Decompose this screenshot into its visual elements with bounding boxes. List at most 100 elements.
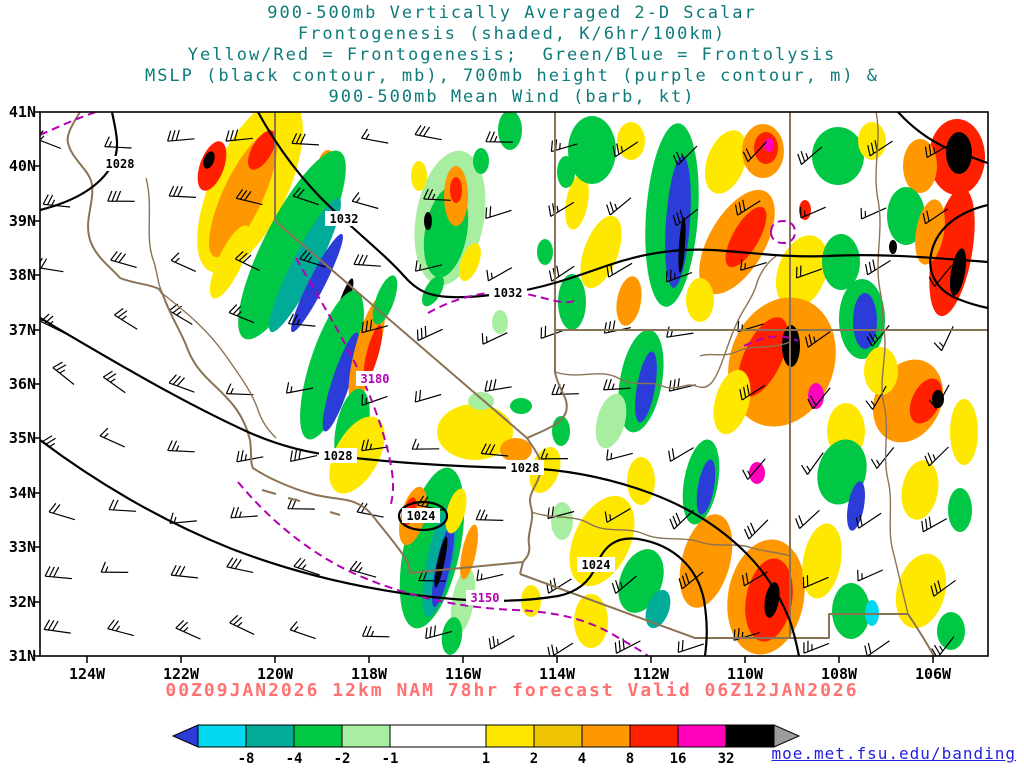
wind-barb xyxy=(540,325,567,339)
height-contour-3180 xyxy=(295,257,395,509)
mslp-contour-1024 xyxy=(40,439,708,656)
colorbar-tick-label: -4 xyxy=(286,751,303,766)
wind-barb xyxy=(666,269,693,283)
wind-barb xyxy=(922,208,949,225)
wind-barb xyxy=(285,382,314,394)
wind-barb xyxy=(289,621,316,640)
title-line-4: MSLP (black contour, mb), 700mb height (… xyxy=(144,66,880,86)
wind-barb xyxy=(921,516,948,533)
wind-barb xyxy=(733,628,760,641)
wind-barb xyxy=(668,378,696,392)
x-tick-label: 124W xyxy=(69,665,106,683)
wind-barb xyxy=(867,140,893,157)
height-contour-3150 xyxy=(237,481,649,656)
wind-barb xyxy=(100,561,129,573)
ca-nv-border xyxy=(274,112,528,439)
title-line-5: 900-500mb Mean Wind (barb, kt) xyxy=(328,87,696,107)
mslp-label-text: 1024 xyxy=(407,509,436,523)
wind-barb xyxy=(668,447,694,462)
wind-barb xyxy=(612,141,639,158)
height-label-text: 3150 xyxy=(471,591,500,605)
wind-barb xyxy=(857,569,884,582)
wind-barb xyxy=(485,131,513,143)
credit-link[interactable]: moe.met.fsu.edu/banding xyxy=(771,744,1016,763)
y-tick-label: 34N xyxy=(9,484,36,502)
wind-barb xyxy=(417,495,445,511)
colorbar-tick-label: -1 xyxy=(382,751,399,766)
wind-barb xyxy=(414,260,442,272)
wind-barb xyxy=(414,389,442,403)
wind-barb xyxy=(864,640,890,656)
wind-barb xyxy=(611,575,637,594)
mslp-label-text: 1028 xyxy=(106,157,135,171)
wind-barb xyxy=(804,331,831,348)
nv-az-river-border xyxy=(526,330,568,439)
wind-barb xyxy=(606,197,632,216)
mslp-closed-low-1024 xyxy=(397,500,449,532)
x-axis-ticks xyxy=(86,656,934,663)
wind-barb xyxy=(108,499,137,512)
wind-barb xyxy=(476,569,504,582)
wind-barb xyxy=(423,188,451,201)
wind-barb xyxy=(411,438,440,450)
mslp-contour-ne xyxy=(897,112,988,165)
mslp-label-text: 1028 xyxy=(324,449,353,463)
wind-barb xyxy=(486,267,513,282)
height-contour-closed xyxy=(769,219,797,245)
mslp-label: 1028 xyxy=(101,156,139,171)
wind-barb xyxy=(361,128,389,144)
y-tick-label: 31N xyxy=(9,647,36,665)
wind-barb xyxy=(40,257,64,273)
wind-barb xyxy=(666,326,694,338)
colorbar-tick-label: -8 xyxy=(238,751,255,766)
wind-barb xyxy=(860,207,887,220)
wind-barb xyxy=(548,201,575,217)
wind-barb xyxy=(40,313,66,334)
wind-barb xyxy=(540,448,569,460)
wind-barb xyxy=(614,638,641,654)
y-tick-label: 33N xyxy=(9,538,36,556)
wind-barb xyxy=(669,509,694,530)
wind-barb xyxy=(807,387,831,410)
wind-barb xyxy=(546,577,572,594)
wind-barb xyxy=(488,635,515,650)
wind-barb xyxy=(734,199,761,216)
wind-barb xyxy=(234,250,260,272)
mexico-border xyxy=(409,561,935,656)
wind-barb xyxy=(236,450,264,463)
mslp-label: 1024 xyxy=(402,508,440,523)
wind-barb xyxy=(480,443,509,457)
wind-barb xyxy=(361,394,388,406)
height-contour-nw xyxy=(40,112,97,136)
wind-barb xyxy=(800,206,826,219)
map-frame xyxy=(39,111,989,657)
wind-barb xyxy=(110,251,137,268)
x-tick-label: 120W xyxy=(257,665,294,683)
title-line-3: Yellow/Red = Frontogenesis; Green/Blue =… xyxy=(187,45,837,65)
y-tick-label: 37N xyxy=(9,321,36,339)
california-coastline xyxy=(66,112,411,574)
mslp-label: 1032 xyxy=(325,211,363,226)
mslp-label-text: 1032 xyxy=(494,286,523,300)
sacramento-river xyxy=(145,177,164,295)
wind-barb xyxy=(107,619,134,637)
wind-barb xyxy=(353,254,381,267)
title-line-2: Frontogenesis (shaded, K/6hr/100km) xyxy=(297,24,727,44)
y-tick-label: 35N xyxy=(9,429,36,447)
mslp-label: 1024 xyxy=(577,557,615,572)
wind-barb xyxy=(547,642,574,656)
x-tick-label: 108W xyxy=(821,665,858,683)
wind-barb xyxy=(797,146,823,165)
gila-river xyxy=(530,511,791,557)
chart-title: 900-500mb Vertically Averaged 2-D Scalar… xyxy=(0,3,1024,108)
wind-barb xyxy=(931,636,955,656)
wind-barb xyxy=(225,383,254,396)
wind-barb xyxy=(678,571,704,590)
x-tick-label: 112W xyxy=(633,665,670,683)
y-tick-label: 41N xyxy=(9,103,36,121)
wind-barb xyxy=(226,557,254,573)
wind-barb xyxy=(293,557,320,576)
wind-barb xyxy=(168,374,195,393)
wind-barb xyxy=(361,319,389,334)
x-axis-labels: 124W 122W 120W 118W 116W 114W 112W 110W … xyxy=(69,665,952,683)
